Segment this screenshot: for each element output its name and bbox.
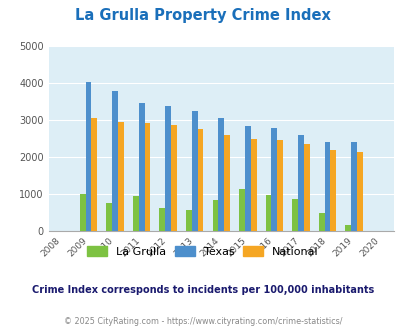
Bar	[250, 139, 256, 231]
Legend: La Grulla, Texas, National: La Grulla, Texas, National	[87, 247, 318, 257]
Bar	[224, 135, 230, 231]
Bar	[171, 125, 177, 231]
Bar	[159, 208, 165, 231]
Bar	[139, 103, 144, 231]
Bar	[165, 106, 171, 231]
Text: © 2025 CityRating.com - https://www.cityrating.com/crime-statistics/: © 2025 CityRating.com - https://www.city…	[64, 317, 341, 326]
Bar	[132, 196, 139, 231]
Bar	[239, 189, 244, 231]
Bar	[277, 140, 282, 231]
Bar	[271, 128, 277, 231]
Bar	[344, 224, 350, 231]
Bar	[330, 150, 335, 231]
Bar	[212, 200, 218, 231]
Bar	[350, 142, 356, 231]
Bar	[292, 199, 297, 231]
Bar	[106, 203, 112, 231]
Bar	[265, 195, 271, 231]
Bar	[324, 142, 330, 231]
Bar	[112, 90, 118, 231]
Bar	[218, 118, 224, 231]
Text: La Grulla Property Crime Index: La Grulla Property Crime Index	[75, 8, 330, 23]
Bar	[191, 111, 197, 231]
Bar	[144, 123, 150, 231]
Bar	[85, 82, 91, 231]
Bar	[91, 118, 97, 231]
Bar	[303, 144, 309, 231]
Bar	[197, 129, 203, 231]
Bar	[297, 135, 303, 231]
Bar	[80, 194, 85, 231]
Text: Crime Index corresponds to incidents per 100,000 inhabitants: Crime Index corresponds to incidents per…	[32, 285, 373, 295]
Bar	[318, 214, 324, 231]
Bar	[356, 152, 362, 231]
Bar	[118, 122, 124, 231]
Bar	[244, 126, 250, 231]
Bar	[185, 210, 191, 231]
